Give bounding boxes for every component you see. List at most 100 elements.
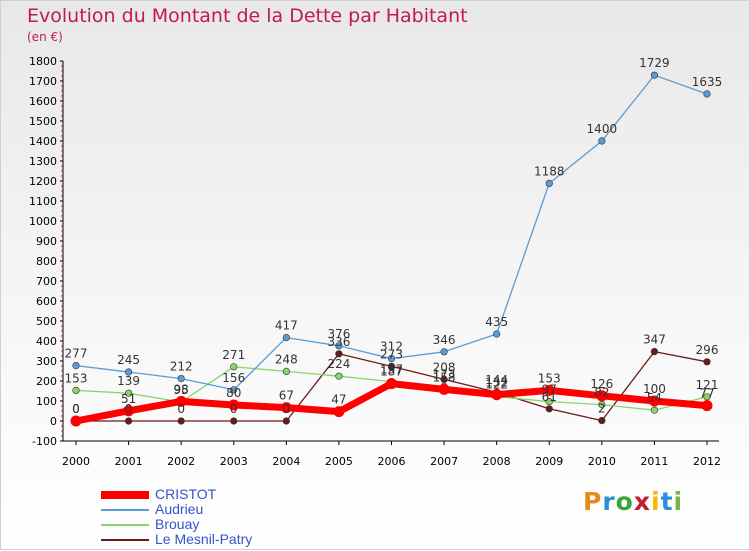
legend-swatch-audrieu bbox=[101, 509, 149, 511]
data-label: 98 bbox=[174, 382, 189, 396]
y-tick-label: 0 bbox=[50, 415, 57, 428]
data-point bbox=[230, 363, 238, 371]
data-label: 336 bbox=[327, 335, 350, 349]
data-point bbox=[70, 415, 82, 427]
legend-label-audrieu: Audrieu bbox=[155, 501, 204, 517]
data-label: 144 bbox=[485, 373, 508, 387]
data-label: 0 bbox=[72, 402, 80, 416]
data-label: 277 bbox=[65, 347, 88, 361]
y-tick-label: 400 bbox=[36, 335, 57, 348]
data-label: 296 bbox=[696, 343, 719, 357]
data-point bbox=[72, 362, 80, 370]
data-point bbox=[703, 358, 711, 366]
y-tick-label: 300 bbox=[36, 355, 57, 368]
data-point bbox=[230, 386, 238, 394]
data-label: 1400 bbox=[587, 122, 618, 136]
data-label: 248 bbox=[275, 352, 298, 366]
data-label: 2 bbox=[598, 402, 606, 416]
data-label: 224 bbox=[327, 357, 350, 371]
logo-letter: x bbox=[633, 487, 651, 516]
data-label: 156 bbox=[222, 371, 245, 385]
y-tick-label: 1400 bbox=[29, 135, 57, 148]
data-label: 82 bbox=[594, 386, 609, 400]
x-tick-label: 2000 bbox=[62, 455, 90, 468]
data-label: 0 bbox=[283, 402, 291, 416]
data-label: 0 bbox=[177, 402, 185, 416]
data-point bbox=[545, 179, 553, 187]
y-tick-label: 1500 bbox=[29, 115, 57, 128]
data-label: 153 bbox=[538, 371, 561, 385]
y-tick-label: 1800 bbox=[29, 55, 57, 68]
data-point bbox=[335, 350, 343, 358]
data-label: 173 bbox=[433, 367, 456, 381]
data-label: 376 bbox=[327, 327, 350, 341]
data-point bbox=[335, 342, 343, 350]
data-point bbox=[438, 383, 450, 395]
y-tick-label: 600 bbox=[36, 295, 57, 308]
data-point bbox=[440, 348, 448, 356]
x-tick-label: 2003 bbox=[220, 455, 248, 468]
data-label: 208 bbox=[433, 360, 456, 374]
logo-letter: r bbox=[602, 487, 616, 516]
data-point bbox=[650, 406, 659, 414]
data-label: 153 bbox=[65, 371, 88, 385]
data-label: 0 bbox=[72, 402, 80, 416]
data-point bbox=[177, 417, 185, 425]
logo-letter: P bbox=[583, 487, 603, 516]
data-point bbox=[545, 405, 553, 413]
data-point bbox=[701, 400, 713, 412]
chart-subtitle: (en €) bbox=[27, 30, 63, 44]
x-tick-label: 2006 bbox=[378, 455, 406, 468]
data-label: 1729 bbox=[639, 56, 670, 70]
y-tick-label: 100 bbox=[36, 395, 57, 408]
data-point bbox=[648, 395, 660, 407]
data-label: 197 bbox=[380, 363, 403, 377]
data-point bbox=[124, 368, 133, 376]
data-point bbox=[386, 378, 397, 390]
data-point bbox=[598, 417, 606, 425]
data-point bbox=[282, 334, 290, 342]
data-label: 271 bbox=[222, 348, 245, 362]
data-label: 1188 bbox=[534, 164, 565, 178]
data-point bbox=[123, 405, 135, 417]
data-point bbox=[387, 355, 396, 363]
logo-letter: t bbox=[660, 487, 674, 516]
data-label: 67 bbox=[279, 389, 294, 403]
x-tick-label: 2004 bbox=[272, 455, 300, 468]
data-point bbox=[598, 401, 606, 409]
data-point bbox=[335, 372, 343, 380]
legend-item-cristot: CRISTOT bbox=[101, 486, 341, 502]
legend-item-le-mesnil-patry: Le Mesnil-Patry bbox=[101, 531, 341, 547]
x-tick-label: 2010 bbox=[588, 455, 616, 468]
legend-label-cristot: CRISTOT bbox=[155, 486, 217, 502]
data-label: 126 bbox=[590, 377, 613, 391]
data-point bbox=[333, 406, 345, 418]
data-label: 132 bbox=[485, 376, 508, 390]
data-point bbox=[124, 417, 133, 425]
data-point bbox=[491, 389, 503, 401]
data-point bbox=[280, 402, 292, 414]
proxiti-logo: Proxiti bbox=[583, 487, 683, 516]
logo-letter: i bbox=[651, 487, 661, 516]
y-tick-label: 1300 bbox=[29, 155, 57, 168]
data-label: 212 bbox=[170, 360, 193, 374]
data-point bbox=[387, 362, 396, 371]
legend-item-audrieu: Audrieu bbox=[101, 501, 341, 517]
data-point bbox=[177, 375, 185, 383]
logo-letter: o bbox=[615, 487, 634, 516]
data-point bbox=[282, 417, 290, 425]
data-label: 1635 bbox=[692, 75, 723, 89]
data-point bbox=[282, 367, 290, 376]
data-label: 51 bbox=[121, 392, 136, 406]
data-point bbox=[703, 90, 711, 98]
data-label: 61 bbox=[542, 390, 557, 404]
data-label: 187 bbox=[380, 365, 403, 379]
y-tick-label: 1200 bbox=[29, 175, 57, 188]
data-label: 245 bbox=[117, 353, 140, 367]
y-tick-label: 200 bbox=[36, 375, 57, 388]
y-tick-label: 900 bbox=[36, 235, 57, 248]
data-point bbox=[650, 348, 659, 356]
data-point bbox=[124, 389, 133, 397]
data-label: 77 bbox=[699, 387, 714, 401]
